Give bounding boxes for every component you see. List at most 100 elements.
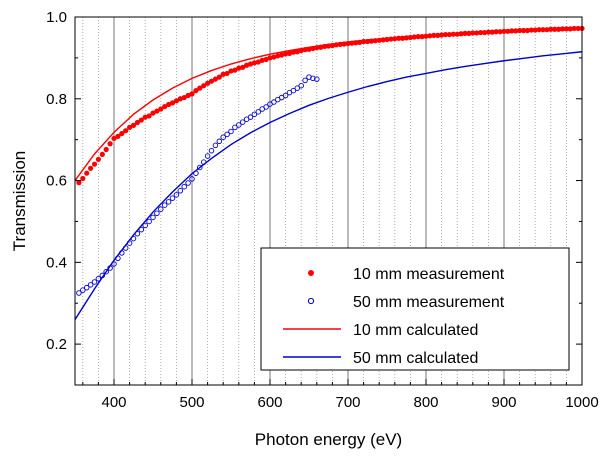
data-point [509,28,515,34]
data-point [80,175,86,182]
data-point [220,134,226,140]
data-point [251,111,258,118]
data-point [193,88,199,94]
data-point [87,282,94,288]
data-point [427,33,433,39]
data-point [294,85,301,91]
data-point [255,59,261,65]
data-point [396,35,402,41]
y-tick-label: 0.4 [46,254,67,271]
data-point [197,85,203,91]
x-tick-label: 500 [179,394,204,411]
data-point [150,214,156,221]
data-point [552,26,558,32]
data-point [130,122,137,128]
data-point [267,55,273,61]
data-point [493,29,499,35]
data-point [567,26,573,32]
data-point [400,35,406,41]
data-point [563,26,570,32]
y-axis-title: Transmission [10,151,29,251]
data-point [208,78,215,84]
x-tick-label: 600 [257,394,282,411]
data-point [423,33,429,39]
data-point [318,44,324,50]
data-point [286,50,293,56]
data-point [298,82,304,89]
data-point [224,70,230,77]
data-point [95,156,101,162]
data-point [103,268,109,275]
data-point [228,68,234,74]
data-point [458,31,464,37]
data-point [548,26,554,32]
data-point [349,40,355,46]
data-point [524,27,531,34]
data-point [236,122,242,128]
data-point [368,38,374,44]
data-point [481,29,488,36]
data-point [450,31,456,37]
data-point [435,32,441,39]
data-point [532,27,538,33]
data-point [571,25,577,32]
data-point [485,29,491,35]
data-point [279,52,285,58]
data-point [197,164,203,171]
legend-label: 10 mm measurement [353,266,505,283]
data-point [173,98,179,104]
data-point [240,64,246,70]
data-point [466,30,472,36]
y-tick-label: 0.6 [46,173,67,190]
data-point [232,124,238,131]
plot-frame [74,16,583,386]
data-point [376,37,382,43]
data-point [205,80,211,86]
data-point [189,176,195,182]
data-point [489,29,495,35]
legend: 10 mm measurement 50 mm measurement 10 mm … [260,247,570,371]
data-point [470,30,476,36]
data-point [310,75,316,82]
x-tick-label: 700 [335,394,360,411]
data-point [138,117,144,123]
data-point [212,76,218,82]
data-point [513,28,519,34]
data-point [88,165,94,171]
data-point [138,226,145,233]
data-point [263,56,269,63]
data-point [232,67,238,73]
data-point [520,27,527,34]
data-point [146,113,152,119]
data-point [392,36,398,42]
data-point [76,180,82,186]
data-point [294,49,300,55]
data-point [364,38,371,45]
data-point [173,192,180,198]
data-point [127,124,133,130]
data-point [501,28,507,34]
data-point [314,76,320,82]
data-point [154,210,160,217]
data-point [540,27,546,33]
data-point [166,101,172,108]
series-line [75,27,582,181]
data-point [111,135,117,142]
data-point [119,250,125,256]
data-point [415,34,421,40]
data-point [154,108,160,114]
data-point [123,128,129,134]
data-point [337,41,343,47]
data-point [91,279,98,285]
data-point [442,31,449,38]
data-point [119,130,125,137]
data-point [251,60,257,66]
data-point [298,47,304,54]
data-point [84,170,90,176]
data-point [556,26,562,32]
data-point [158,206,164,212]
data-point [283,51,289,57]
data-point [333,42,339,48]
